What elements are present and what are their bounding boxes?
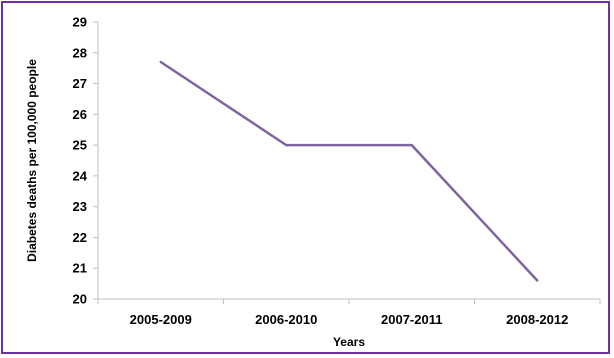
y-tick-label: 26: [73, 107, 87, 122]
x-tick-label: 2007-2011: [381, 312, 442, 327]
data-point: [159, 60, 162, 64]
y-tick-label: 29: [73, 15, 87, 30]
y-axis-ticks: 20 21 22 23 24 25 26 27 28 29: [73, 15, 98, 307]
y-tick-label: 27: [73, 76, 87, 91]
chart-axes: [97, 22, 600, 300]
y-tick-label: 23: [73, 199, 87, 214]
y-tick-label: 20: [73, 292, 87, 307]
y-tick-label: 24: [73, 168, 88, 183]
data-point: [536, 279, 539, 282]
x-tick-label: 2005-2009: [130, 312, 192, 327]
x-tick-label: 2008-2012: [506, 312, 568, 327]
x-axis-ticks: 2005-2009 2006-2010 2007-2011 2008-2012: [97, 299, 601, 327]
data-point: [410, 143, 413, 147]
series-group: [159, 60, 539, 282]
y-tick-label: 22: [73, 230, 87, 245]
data-point: [285, 143, 288, 147]
x-axis-title: Years: [333, 335, 365, 349]
y-tick-label: 21: [73, 261, 87, 276]
x-tick-label: 2006-2010: [255, 312, 317, 327]
y-tick-label: 25: [73, 138, 87, 153]
y-tick-label: 28: [73, 45, 87, 60]
series-line: [160, 60, 539, 282]
chart-frame: [1, 1, 610, 354]
y-axis-title: Diabetes deaths per 100,000 people: [25, 59, 39, 262]
